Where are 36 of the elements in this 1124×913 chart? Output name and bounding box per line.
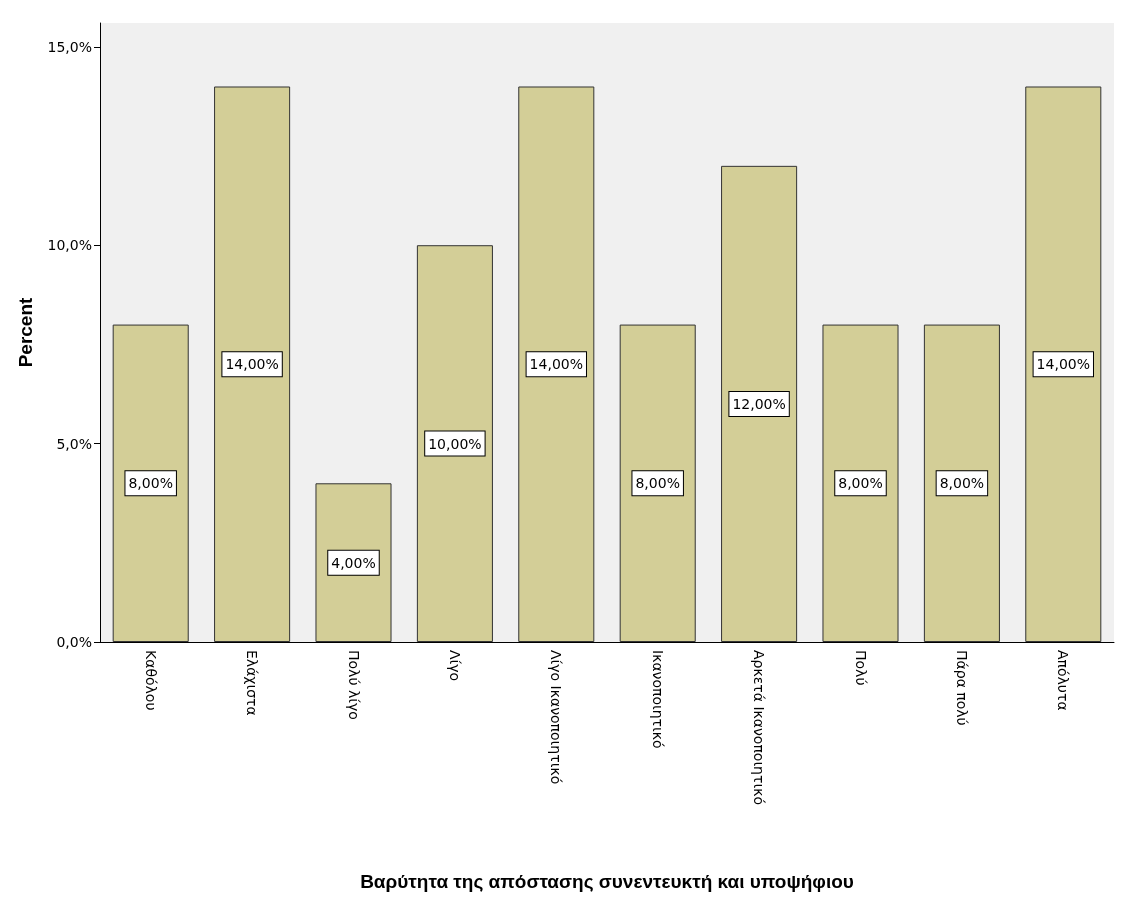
bar — [822, 324, 899, 642]
y-tick-label: 0,0% — [56, 634, 92, 650]
data-label: 12,00% — [732, 395, 786, 412]
bar — [923, 324, 1000, 642]
data-label: 8,00% — [939, 475, 985, 492]
bar — [518, 86, 595, 642]
bar — [1025, 86, 1102, 642]
data-label: 14,00% — [529, 356, 583, 373]
data-label: 8,00% — [128, 475, 173, 492]
data-label: 8,00% — [838, 475, 883, 492]
x-tick-label: Απόλυτα — [1055, 650, 1072, 711]
x-tick-label: Πολύ — [852, 650, 869, 686]
bar — [112, 324, 189, 642]
bar — [214, 86, 291, 642]
bar — [416, 245, 493, 642]
y-axis-title: Percent — [15, 296, 36, 368]
data-label: 14,00% — [1036, 356, 1090, 373]
y-tick-label: 10,0% — [47, 237, 92, 254]
data-label: 10,00% — [428, 435, 482, 452]
x-tick-label: Ικανοποιητικό — [649, 650, 666, 749]
x-tick-label: Καθόλου — [142, 650, 159, 711]
x-tick-label: Αρκετά Ικανοποιητικό — [751, 650, 768, 805]
y-tick-label: 5,0% — [56, 435, 92, 452]
x-tick-label: Πάρα πολύ — [953, 650, 970, 726]
bar — [315, 483, 392, 642]
x-tick-label: Λίγο — [446, 650, 463, 682]
data-label: 8,00% — [635, 475, 680, 492]
x-tick-label: Ελάχιστα — [244, 650, 261, 716]
x-axis-title: Βαρύτητα της απόστασης συνεντευκτή και υποψήφιου — [360, 871, 854, 892]
data-label: 4,00% — [331, 554, 376, 571]
x-tick-label: Λίγο Ικανοποιητικό — [548, 650, 565, 785]
data-label: 14,00% — [225, 356, 279, 373]
y-tick-label: 15,0% — [47, 38, 92, 55]
x-tick-label: Πολύ λίγο — [345, 650, 362, 720]
bar — [721, 165, 798, 642]
bar — [619, 324, 696, 642]
